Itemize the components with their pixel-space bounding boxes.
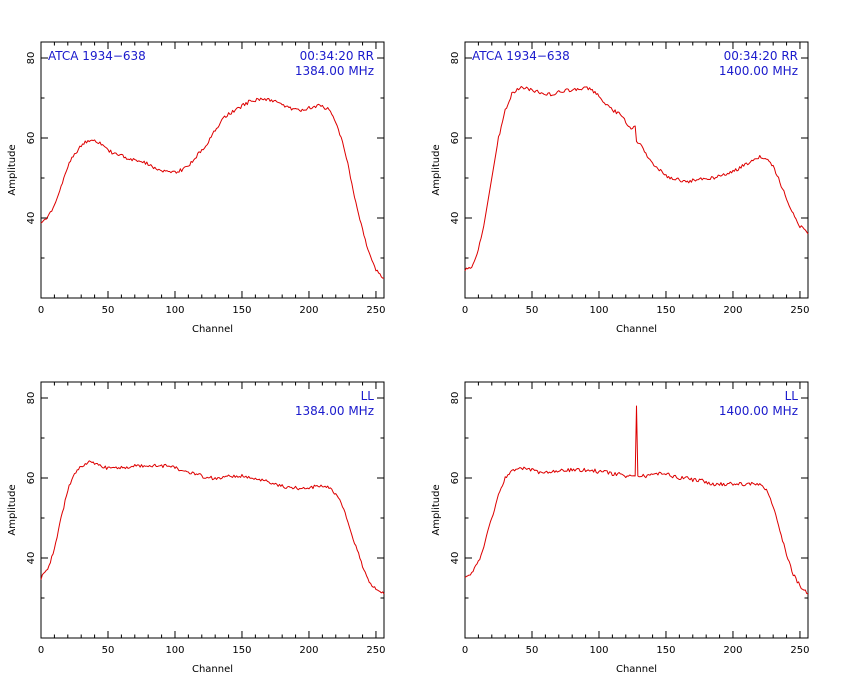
time-polarization-label: 00:34:20 RR bbox=[300, 49, 374, 63]
x-tick-label: 0 bbox=[38, 305, 44, 316]
y-tick-label: 40 bbox=[450, 212, 461, 225]
y-tick-label: 80 bbox=[26, 392, 37, 405]
frequency-label: 1384.00 MHz bbox=[295, 64, 374, 78]
y-tick-label: 60 bbox=[450, 132, 461, 145]
x-tick-label: 250 bbox=[366, 305, 385, 316]
x-tick-label: 150 bbox=[232, 645, 251, 656]
x-tick-label: 150 bbox=[232, 305, 251, 316]
amplitude-series-line bbox=[40, 460, 385, 595]
spectrum-panel-4: 0 50 100 150 200 250 40 60 80 Channel Amplitude LL1… bbox=[431, 381, 810, 675]
x-tick-label: 0 bbox=[462, 645, 468, 656]
source-label: ATCA 1934−638 bbox=[48, 49, 146, 63]
x-tick-label: 0 bbox=[38, 645, 44, 656]
y-axis-title: Amplitude bbox=[431, 144, 442, 195]
x-tick-label: 250 bbox=[366, 645, 385, 656]
time-polarization-label: LL bbox=[361, 389, 375, 403]
spectrum-panel-3: 0 50 100 150 200 250 40 60 80 Channel Amplitude LL1… bbox=[7, 381, 386, 675]
x-tick-label: 200 bbox=[723, 305, 742, 316]
plot-frame bbox=[40, 381, 385, 639]
x-tick-label: 50 bbox=[526, 305, 539, 316]
y-tick-label: 60 bbox=[26, 472, 37, 485]
y-tick-label: 60 bbox=[450, 472, 461, 485]
x-axis-title: Channel bbox=[192, 664, 233, 675]
x-axis-title: Channel bbox=[192, 324, 233, 335]
frequency-label: 1400.00 MHz bbox=[719, 64, 798, 78]
y-tick-label: 40 bbox=[26, 212, 37, 225]
spectrum-panel-2: 0 50 100 150 200 250 40 60 80 Channel Amplitude ATC… bbox=[431, 41, 810, 335]
amplitude-series-line bbox=[464, 85, 809, 272]
amplitude-series-line bbox=[464, 405, 809, 595]
plot-frame bbox=[464, 41, 809, 299]
x-tick-label: 250 bbox=[790, 305, 809, 316]
x-tick-label: 150 bbox=[656, 645, 675, 656]
x-tick-label: 0 bbox=[462, 305, 468, 316]
plot-frame bbox=[40, 41, 385, 299]
y-axis-title: Amplitude bbox=[7, 144, 18, 195]
x-tick-label: 200 bbox=[299, 305, 318, 316]
y-tick-label: 40 bbox=[26, 552, 37, 565]
spectrum-panel-1: 0 50 100 150 200 250 40 60 80 Channel Amplitude ATC… bbox=[7, 41, 386, 335]
x-axis-title: Channel bbox=[616, 664, 657, 675]
y-tick-label: 80 bbox=[26, 52, 37, 65]
x-tick-label: 200 bbox=[299, 645, 318, 656]
x-tick-label: 50 bbox=[102, 305, 115, 316]
x-tick-label: 150 bbox=[656, 305, 675, 316]
y-tick-label: 80 bbox=[450, 392, 461, 405]
plot-frame bbox=[464, 381, 809, 639]
y-axis-title: Amplitude bbox=[431, 484, 442, 535]
y-tick-label: 80 bbox=[450, 52, 461, 65]
time-polarization-label: LL bbox=[785, 389, 799, 403]
frequency-label: 1400.00 MHz bbox=[719, 404, 798, 418]
x-axis-title: Channel bbox=[616, 324, 657, 335]
x-tick-label: 200 bbox=[723, 645, 742, 656]
x-tick-label: 50 bbox=[526, 645, 539, 656]
x-tick-label: 250 bbox=[790, 645, 809, 656]
y-axis-title: Amplitude bbox=[7, 484, 18, 535]
time-polarization-label: 00:34:20 RR bbox=[724, 49, 798, 63]
source-label: ATCA 1934−638 bbox=[472, 49, 570, 63]
y-tick-label: 60 bbox=[26, 132, 37, 145]
frequency-label: 1384.00 MHz bbox=[295, 404, 374, 418]
x-tick-label: 100 bbox=[589, 305, 608, 316]
x-tick-label: 50 bbox=[102, 645, 115, 656]
x-tick-label: 100 bbox=[165, 305, 184, 316]
y-tick-label: 40 bbox=[450, 552, 461, 565]
x-tick-label: 100 bbox=[165, 645, 184, 656]
amplitude-series-line bbox=[40, 97, 385, 279]
x-tick-label: 100 bbox=[589, 645, 608, 656]
